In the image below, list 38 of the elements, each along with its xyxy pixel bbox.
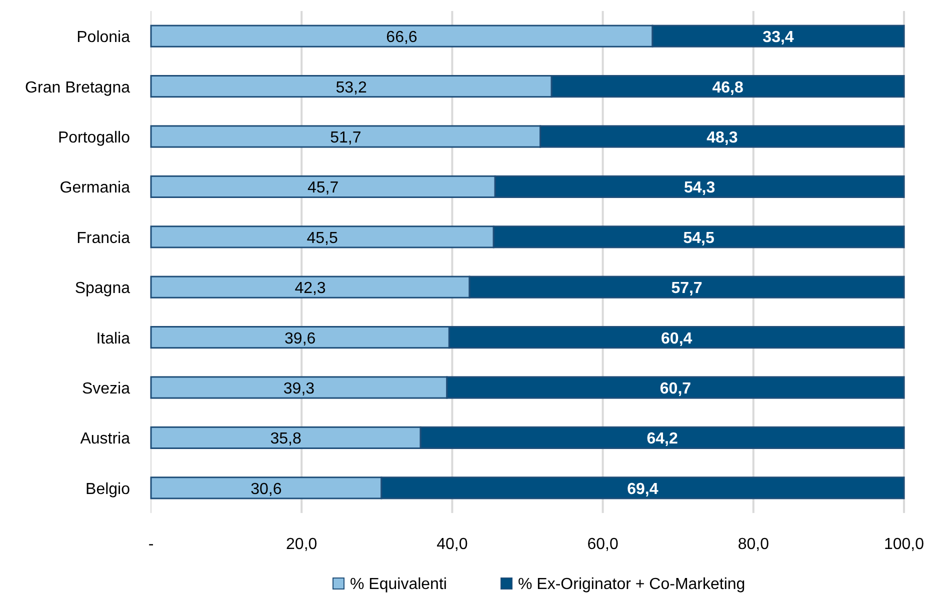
data-label: 39,3 [283,380,315,398]
data-label: 53,2 [336,79,367,96]
y-tick-label: Belgio [86,480,130,498]
data-label: 33,4 [762,29,794,46]
data-label: 39,6 [284,330,316,348]
data-label: 48,3 [706,130,738,146]
y-tick-label: Germania [60,180,130,197]
data-label: 42,3 [294,280,326,298]
data-label: 60,4 [661,330,692,348]
y-tick-label: Austria [80,430,130,448]
y-tick-label: Francia [76,230,130,247]
data-label: 45,7 [307,180,339,197]
data-label: 46,8 [712,79,744,96]
x-tick-label: 80,0 [738,536,770,553]
y-tick-label: Svezia [82,380,130,398]
y-tick-label: Italia [96,330,130,348]
y-tick-label: Polonia [76,29,130,46]
data-label: 54,3 [684,180,716,197]
data-label: 54,5 [683,230,714,247]
x-tick-label: 100,0 [884,536,924,553]
data-label: 45,5 [306,230,338,247]
legend-label: % Equivalenti [350,576,447,593]
x-tick-label: 60,0 [587,536,618,553]
data-label: 64,2 [646,430,678,448]
data-label: 35,8 [270,430,302,448]
x-tick-label: 20,0 [286,536,318,553]
legend-label: % Ex-Originator + Co-Marketing [518,576,746,593]
data-label: 69,4 [627,480,658,498]
data-label: 60,7 [660,380,692,398]
y-tick-label: Portogallo [58,130,130,146]
data-label: 51,7 [330,130,362,146]
y-tick-label: Gran Bretagna [25,79,130,96]
x-tick-label: 40,0 [436,536,468,553]
y-tick-label: Spagna [74,280,130,298]
data-label: 66,6 [386,29,418,46]
data-label: 57,7 [671,280,702,298]
data-label: 30,6 [250,480,282,498]
x-tick-label: - [148,536,154,553]
